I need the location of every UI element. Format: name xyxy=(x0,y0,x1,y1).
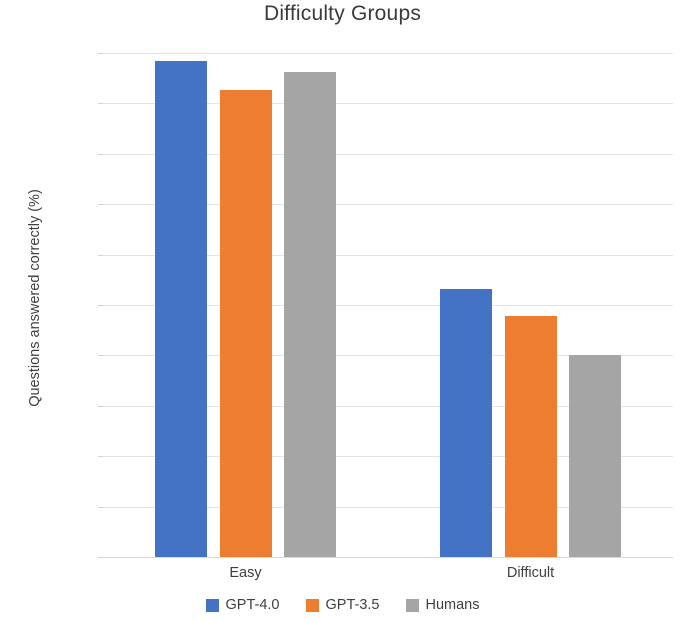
bar-humans-easy xyxy=(284,72,336,557)
y-axis-tick-mark xyxy=(98,53,103,54)
plot-area: 0.0%10.0%20.0%30.0%40.0%50.0%60.0%70.0%8… xyxy=(98,53,673,581)
gridline xyxy=(103,103,673,105)
legend-label: Humans xyxy=(425,597,480,613)
y-axis-tick-mark xyxy=(98,204,103,206)
gridline xyxy=(103,204,673,206)
gridline xyxy=(103,405,673,407)
gridline xyxy=(103,557,673,558)
x-axis-category-label: Difficult xyxy=(506,565,555,581)
legend-swatch-icon xyxy=(305,598,319,612)
gridline xyxy=(103,153,673,155)
bar-gpt-4-0-difficult xyxy=(440,288,492,557)
legend-label: GPT-3.5 xyxy=(325,597,380,613)
gridline xyxy=(103,355,673,357)
y-axis-tick-mark xyxy=(98,557,103,558)
y-axis-tick-mark xyxy=(98,355,103,357)
y-axis-tick-mark xyxy=(98,254,103,256)
bar-gpt-3-5-easy xyxy=(219,89,272,557)
legend-item[interactable]: GPT-4.0 xyxy=(205,597,280,613)
bar-gpt-3-5-difficult xyxy=(504,316,557,557)
y-axis-tick-mark xyxy=(98,305,103,306)
y-axis-tick-mark xyxy=(98,405,103,407)
y-axis-title: Questions answered correctly (%) xyxy=(27,189,43,407)
gridline xyxy=(103,53,673,54)
x-axis-category-label: Easy xyxy=(229,565,262,581)
y-axis-tick-mark xyxy=(98,153,103,155)
y-axis-tick-mark xyxy=(98,456,103,458)
chart-title: Difficulty Groups xyxy=(263,2,422,25)
gridline xyxy=(103,456,673,458)
gridline xyxy=(103,506,673,508)
legend-swatch-icon xyxy=(405,598,419,612)
bar-humans-difficult xyxy=(569,354,621,557)
legend-label: GPT-4.0 xyxy=(225,597,280,613)
legend-item[interactable]: GPT-3.5 xyxy=(305,597,380,613)
gridline xyxy=(103,254,673,256)
y-axis-tick-mark xyxy=(98,506,103,508)
gridline xyxy=(103,305,673,306)
y-axis-tick-mark xyxy=(98,103,103,105)
legend-item[interactable]: Humans xyxy=(405,597,480,613)
bar-gpt-4-0-easy xyxy=(155,61,207,557)
chart-legend: GPT-4.0 GPT-3.5 Humans xyxy=(0,597,685,613)
legend-swatch-icon xyxy=(205,598,219,612)
